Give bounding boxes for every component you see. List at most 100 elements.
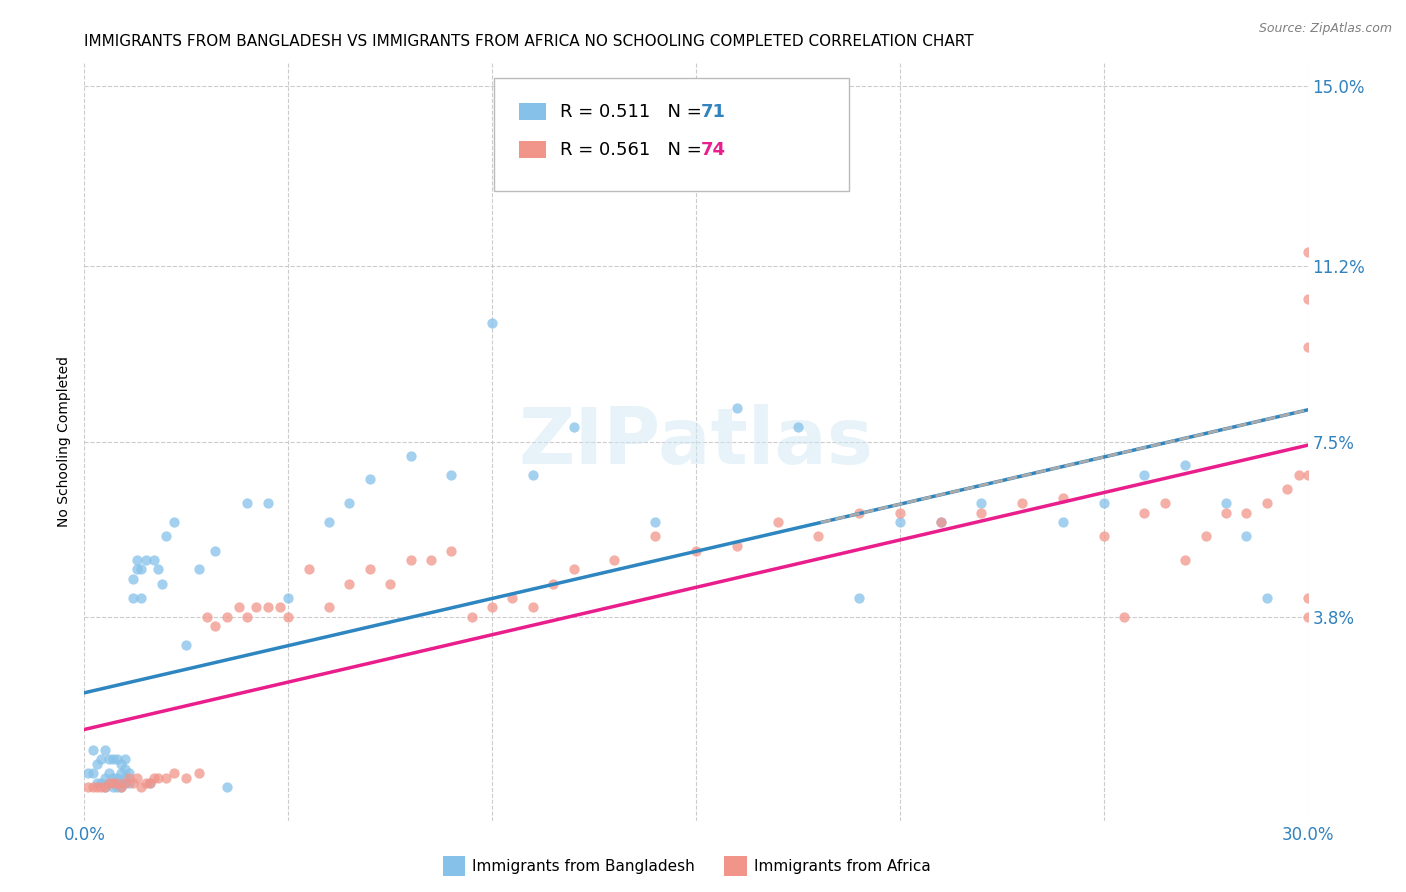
Point <box>150 576 173 591</box>
Point <box>118 766 141 780</box>
Point <box>277 610 299 624</box>
Point <box>142 553 165 567</box>
FancyBboxPatch shape <box>519 103 546 120</box>
Point <box>97 776 120 790</box>
Text: Immigrants from Bangladesh: Immigrants from Bangladesh <box>472 859 695 873</box>
Point <box>204 619 226 633</box>
Point <box>1296 610 1319 624</box>
Point <box>1296 591 1319 605</box>
Point <box>1174 553 1197 567</box>
Point <box>86 776 108 790</box>
Point <box>90 780 112 795</box>
Point <box>970 506 993 520</box>
Point <box>114 771 136 785</box>
Text: R = 0.561   N =: R = 0.561 N = <box>560 141 707 159</box>
Point <box>848 591 870 605</box>
Point <box>1296 340 1319 354</box>
Point <box>93 780 115 795</box>
Point <box>766 515 789 529</box>
Point <box>146 771 169 785</box>
Point <box>929 515 952 529</box>
Text: 74: 74 <box>700 141 725 159</box>
Point <box>1296 293 1319 307</box>
Point <box>114 762 136 776</box>
Point <box>122 776 145 790</box>
Point <box>110 780 132 795</box>
Point <box>110 756 132 771</box>
Point <box>163 766 186 780</box>
Point <box>82 766 104 780</box>
Point <box>543 576 565 591</box>
Point <box>146 562 169 576</box>
Point <box>1052 491 1074 506</box>
Point <box>217 780 239 795</box>
Point <box>110 780 132 795</box>
Point <box>1092 529 1115 543</box>
Point <box>131 591 153 605</box>
Point <box>131 562 153 576</box>
Point <box>142 771 165 785</box>
Point <box>644 529 666 543</box>
Point <box>122 572 145 586</box>
Point <box>86 780 108 795</box>
Point <box>93 780 115 795</box>
Point <box>174 638 197 652</box>
Point <box>1236 506 1258 520</box>
Point <box>1154 496 1177 510</box>
Point <box>1133 467 1156 482</box>
Point <box>77 766 100 780</box>
Point <box>82 742 104 756</box>
Point <box>889 515 911 529</box>
Text: 71: 71 <box>700 103 725 120</box>
Point <box>105 776 128 790</box>
Point <box>1296 244 1319 259</box>
Point <box>82 780 104 795</box>
Point <box>603 553 626 567</box>
Point <box>644 515 666 529</box>
Point <box>101 780 124 795</box>
Point <box>970 496 993 510</box>
Point <box>1256 591 1278 605</box>
Point <box>685 543 707 558</box>
Point <box>359 562 381 576</box>
Point <box>187 562 209 576</box>
Point <box>257 496 280 510</box>
Point <box>399 449 422 463</box>
Point <box>110 776 132 790</box>
Point <box>339 496 361 510</box>
Point <box>1215 496 1237 510</box>
Point <box>93 742 115 756</box>
Point <box>420 553 443 567</box>
Point <box>1215 506 1237 520</box>
Point <box>807 529 830 543</box>
Point <box>105 771 128 785</box>
Point <box>269 600 291 615</box>
Point <box>502 591 524 605</box>
Point <box>522 467 544 482</box>
Point <box>318 515 340 529</box>
Point <box>228 600 250 615</box>
Point <box>562 562 585 576</box>
Point <box>1296 467 1319 482</box>
Y-axis label: No Schooling Completed: No Schooling Completed <box>58 356 72 527</box>
Point <box>101 752 124 766</box>
Point <box>359 473 381 487</box>
Point <box>127 771 149 785</box>
Point <box>1092 496 1115 510</box>
Point <box>1011 496 1033 510</box>
Point <box>138 776 160 790</box>
Point <box>787 420 810 434</box>
Point <box>86 756 108 771</box>
Point <box>257 600 280 615</box>
Point <box>1195 529 1218 543</box>
Point <box>127 562 149 576</box>
Point <box>122 591 145 605</box>
Text: ZIPatlas: ZIPatlas <box>519 403 873 480</box>
Point <box>725 539 748 553</box>
Point <box>236 610 259 624</box>
Point <box>481 316 503 330</box>
Point <box>889 506 911 520</box>
Text: Immigrants from Africa: Immigrants from Africa <box>754 859 931 873</box>
Point <box>929 515 952 529</box>
Point <box>245 600 267 615</box>
